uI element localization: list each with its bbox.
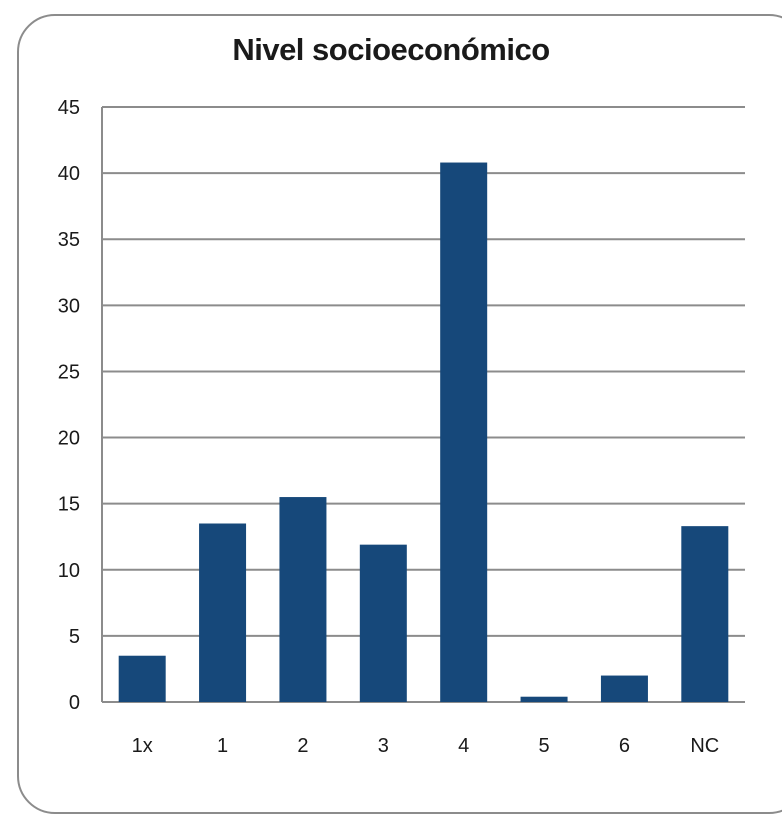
y-tick-label-30: 30 (58, 295, 80, 317)
x-tick-label-6: 6 (619, 735, 630, 757)
y-tick-label-0: 0 (69, 692, 80, 714)
y-axis-tick-labels: 0 5 10 15 20 25 30 35 40 45 (58, 97, 80, 714)
bar-2 (279, 497, 327, 702)
bar-3 (359, 544, 407, 702)
x-tick-label-5: 5 (539, 735, 550, 757)
grid-lines (101, 106, 745, 703)
bar-4 (440, 162, 488, 703)
x-tick-label-1x: 1x (132, 735, 153, 757)
bars (118, 162, 729, 703)
bar-6 (600, 675, 648, 702)
bar-1x (118, 655, 166, 702)
chart-title: Nivel socioeconómico (232, 32, 550, 67)
y-tick-label-10: 10 (58, 560, 80, 582)
y-tick-label-35: 35 (58, 229, 80, 251)
y-tick-label-5: 5 (69, 626, 80, 648)
y-tick-label-20: 20 (58, 428, 80, 450)
x-tick-label-4: 4 (458, 735, 469, 757)
y-tick-label-15: 15 (58, 494, 80, 516)
bar-1 (199, 523, 247, 702)
x-tick-label-2: 2 (297, 735, 308, 757)
bar-NC (681, 526, 729, 702)
y-tick-label-25: 25 (58, 361, 80, 383)
x-tick-label-3: 3 (378, 735, 389, 757)
y-tick-label-45: 45 (58, 97, 80, 119)
y-tick-label-40: 40 (58, 163, 80, 185)
x-tick-label-1: 1 (217, 735, 228, 757)
x-tick-label-NC: NC (690, 735, 719, 757)
x-axis-tick-labels: 1x 1 2 3 4 5 6 NC (132, 735, 720, 757)
bar-5 (520, 696, 568, 702)
